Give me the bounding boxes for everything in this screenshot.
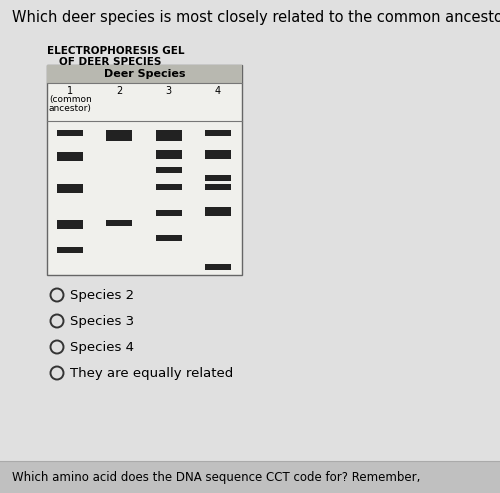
Text: 4: 4: [214, 86, 220, 96]
Bar: [156, 135, 182, 141]
Text: Deer Species: Deer Species: [104, 69, 185, 79]
Bar: [156, 150, 182, 156]
Bar: [58, 247, 84, 253]
Bar: [156, 184, 182, 190]
Bar: [204, 130, 231, 137]
Bar: [58, 223, 84, 229]
Text: ancestor): ancestor): [49, 104, 92, 113]
Bar: [204, 208, 231, 213]
Bar: [106, 220, 132, 226]
Bar: [106, 135, 132, 141]
Bar: [156, 235, 182, 241]
Text: Species 4: Species 4: [70, 341, 134, 353]
Bar: [156, 167, 182, 173]
Bar: [58, 155, 84, 161]
Text: (common: (common: [49, 95, 92, 104]
Text: 3: 3: [166, 86, 172, 96]
Text: 2: 2: [116, 86, 122, 96]
Text: Species 2: Species 2: [70, 288, 134, 302]
Bar: [156, 130, 182, 137]
Bar: [47, 65, 242, 83]
Text: ELECTROPHORESIS GEL: ELECTROPHORESIS GEL: [47, 46, 184, 56]
Text: Which deer species is most closely related to the common ancestor?: Which deer species is most closely relat…: [12, 10, 500, 25]
Bar: [204, 150, 231, 156]
Bar: [204, 175, 231, 181]
Bar: [58, 184, 84, 190]
Bar: [204, 184, 231, 190]
Text: OF DEER SPECIES: OF DEER SPECIES: [59, 57, 162, 67]
Bar: [156, 211, 182, 216]
Text: Which amino acid does the DNA sequence CCT code for? Remember,: Which amino acid does the DNA sequence C…: [12, 470, 420, 484]
Bar: [204, 211, 231, 216]
Bar: [58, 152, 84, 158]
Text: Species 3: Species 3: [70, 315, 134, 327]
Bar: [106, 130, 132, 137]
Bar: [156, 153, 182, 159]
Bar: [47, 65, 242, 275]
Bar: [204, 153, 231, 159]
Bar: [204, 264, 231, 270]
Bar: [58, 187, 84, 193]
Bar: [58, 220, 84, 226]
Text: 1: 1: [68, 86, 73, 96]
Text: They are equally related: They are equally related: [70, 366, 234, 380]
Bar: [0, 461, 500, 493]
Bar: [58, 130, 84, 137]
